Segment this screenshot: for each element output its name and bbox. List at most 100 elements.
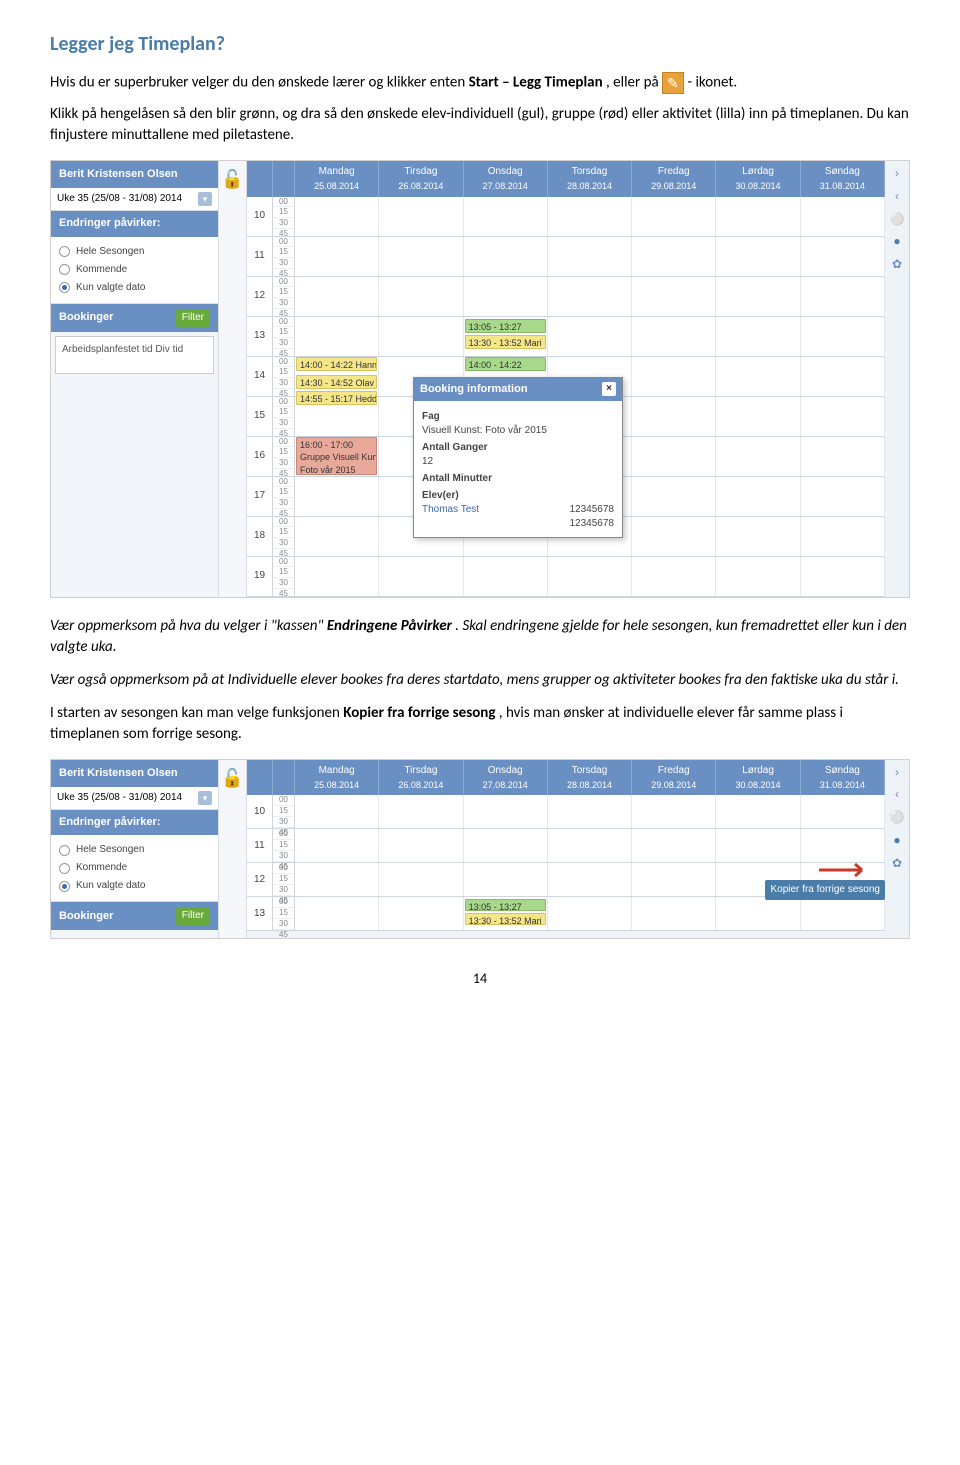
gear-icon[interactable]: ✿ [892,855,902,872]
day-cell[interactable] [548,795,632,828]
day-cell[interactable] [716,317,800,356]
day-header[interactable]: Onsdag27.08.2014 [464,161,548,197]
day-header[interactable]: Tirsdag26.08.2014 [379,760,463,796]
day-cell[interactable] [801,477,885,516]
day-cell[interactable] [379,237,463,276]
day-cell[interactable]: 13:05 - 13:2713:30 - 13:52 Mari [464,897,548,930]
booking-draggable[interactable]: Arbeidsplanfestet tid Div tid [55,336,214,374]
day-header[interactable]: Lørdag30.08.2014 [716,760,800,796]
calendar-grid[interactable]: 1000153045110015304512001530451300153045… [247,795,885,931]
day-cell[interactable] [548,237,632,276]
radio-upcoming[interactable]: Kommende [59,859,210,877]
day-header[interactable]: Tirsdag26.08.2014 [379,161,463,197]
day-cell[interactable] [295,317,379,356]
week-dropdown-icon[interactable]: ▾ [198,192,212,206]
padlock-icon[interactable]: 🔓 [221,766,243,791]
day-cell[interactable] [379,197,463,236]
day-cell[interactable] [801,897,885,930]
day-header[interactable]: Mandag25.08.2014 [295,760,379,796]
day-header[interactable]: Mandag25.08.2014 [295,161,379,197]
day-cell[interactable] [295,795,379,828]
day-cell[interactable] [295,863,379,896]
day-header[interactable]: Søndag31.08.2014 [801,760,885,796]
radio-whole-season[interactable]: Hele Sesongen [59,243,210,261]
day-cell[interactable] [379,795,463,828]
day-header[interactable]: Fredag29.08.2014 [632,161,716,197]
day-cell[interactable] [801,237,885,276]
day-cell[interactable] [379,863,463,896]
day-cell[interactable] [464,557,548,596]
day-cell[interactable] [801,397,885,436]
day-cell[interactable] [295,517,379,556]
day-cell[interactable] [548,897,632,930]
day-cell[interactable] [801,317,885,356]
day-cell[interactable]: 13:05 - 13:2713:30 - 13:52 Mari [464,317,548,356]
calendar-event[interactable]: 14:30 - 14:52 Olav [296,375,377,389]
day-cell[interactable] [379,897,463,930]
day-cell[interactable] [801,357,885,396]
day-cell[interactable] [548,863,632,896]
day-cell[interactable] [548,277,632,316]
prev-icon[interactable]: ‹ [895,786,899,803]
day-header[interactable]: Fredag29.08.2014 [632,760,716,796]
day-cell[interactable] [295,197,379,236]
day-cell[interactable] [801,517,885,556]
day-cell[interactable] [379,557,463,596]
day-cell[interactable] [716,795,800,828]
day-cell[interactable] [548,829,632,862]
day-cell[interactable] [632,317,716,356]
week-dropdown-icon[interactable]: ▾ [198,791,212,805]
day-cell[interactable] [295,557,379,596]
day-header[interactable]: Torsdag28.08.2014 [548,760,632,796]
day-cell[interactable] [632,863,716,896]
calendar-event[interactable]: 16:00 - 17:00Gruppe Visuell KunstFoto vå… [296,437,377,475]
calendar-event[interactable]: 14:00 - 14:22 Hanne [296,357,377,371]
day-cell[interactable] [632,557,716,596]
day-cell[interactable] [295,477,379,516]
prev-icon[interactable]: ‹ [895,188,899,205]
calendar-event[interactable]: 13:05 - 13:27 [465,899,546,911]
day-cell[interactable] [716,557,800,596]
day-cell[interactable] [548,557,632,596]
day-cell[interactable] [716,897,800,930]
student-link[interactable]: Thomas Test [422,503,479,517]
day-cell[interactable] [464,863,548,896]
day-cell[interactable] [464,829,548,862]
day-cell[interactable] [632,237,716,276]
radio-selected-date[interactable]: Kun valgte dato [59,279,210,297]
day-cell[interactable] [379,829,463,862]
radio-upcoming[interactable]: Kommende [59,261,210,279]
day-header[interactable]: Lørdag30.08.2014 [716,161,800,197]
day-cell[interactable] [632,517,716,556]
next-icon[interactable]: › [895,165,899,182]
day-cell[interactable] [548,197,632,236]
day-header[interactable]: Søndag31.08.2014 [801,161,885,197]
day-cell[interactable] [716,517,800,556]
day-cell[interactable] [716,437,800,476]
filter-button[interactable]: Filter [176,907,210,925]
day-cell[interactable] [632,197,716,236]
day-cell[interactable] [295,829,379,862]
day-cell[interactable] [548,317,632,356]
calendar-event[interactable]: 13:30 - 13:52 Mari [465,335,546,349]
day-cell[interactable] [464,795,548,828]
filter-button[interactable]: Filter [176,309,210,327]
day-cell[interactable] [801,795,885,828]
week-selector[interactable]: Uke 35 (25/08 - 31/08) 2014 ▾ [51,188,218,211]
day-cell[interactable] [632,477,716,516]
search-icon[interactable]: ⚪ [890,809,905,826]
gear-icon[interactable]: ✿ [892,256,902,273]
day-cell[interactable] [716,357,800,396]
info-icon[interactable]: ● [893,832,900,849]
day-cell[interactable] [716,477,800,516]
day-cell[interactable] [801,277,885,316]
radio-selected-date[interactable]: Kun valgte dato [59,877,210,895]
day-cell[interactable] [295,897,379,930]
radio-whole-season[interactable]: Hele Sesongen [59,841,210,859]
day-cell[interactable] [632,437,716,476]
next-icon[interactable]: › [895,764,899,781]
day-cell[interactable] [632,397,716,436]
day-cell[interactable]: 14:00 - 14:22 Hanne14:30 - 14:52 Olav14:… [295,357,379,396]
day-cell[interactable] [801,197,885,236]
week-selector[interactable]: Uke 35 (25/08 - 31/08) 2014 ▾ [51,787,218,810]
